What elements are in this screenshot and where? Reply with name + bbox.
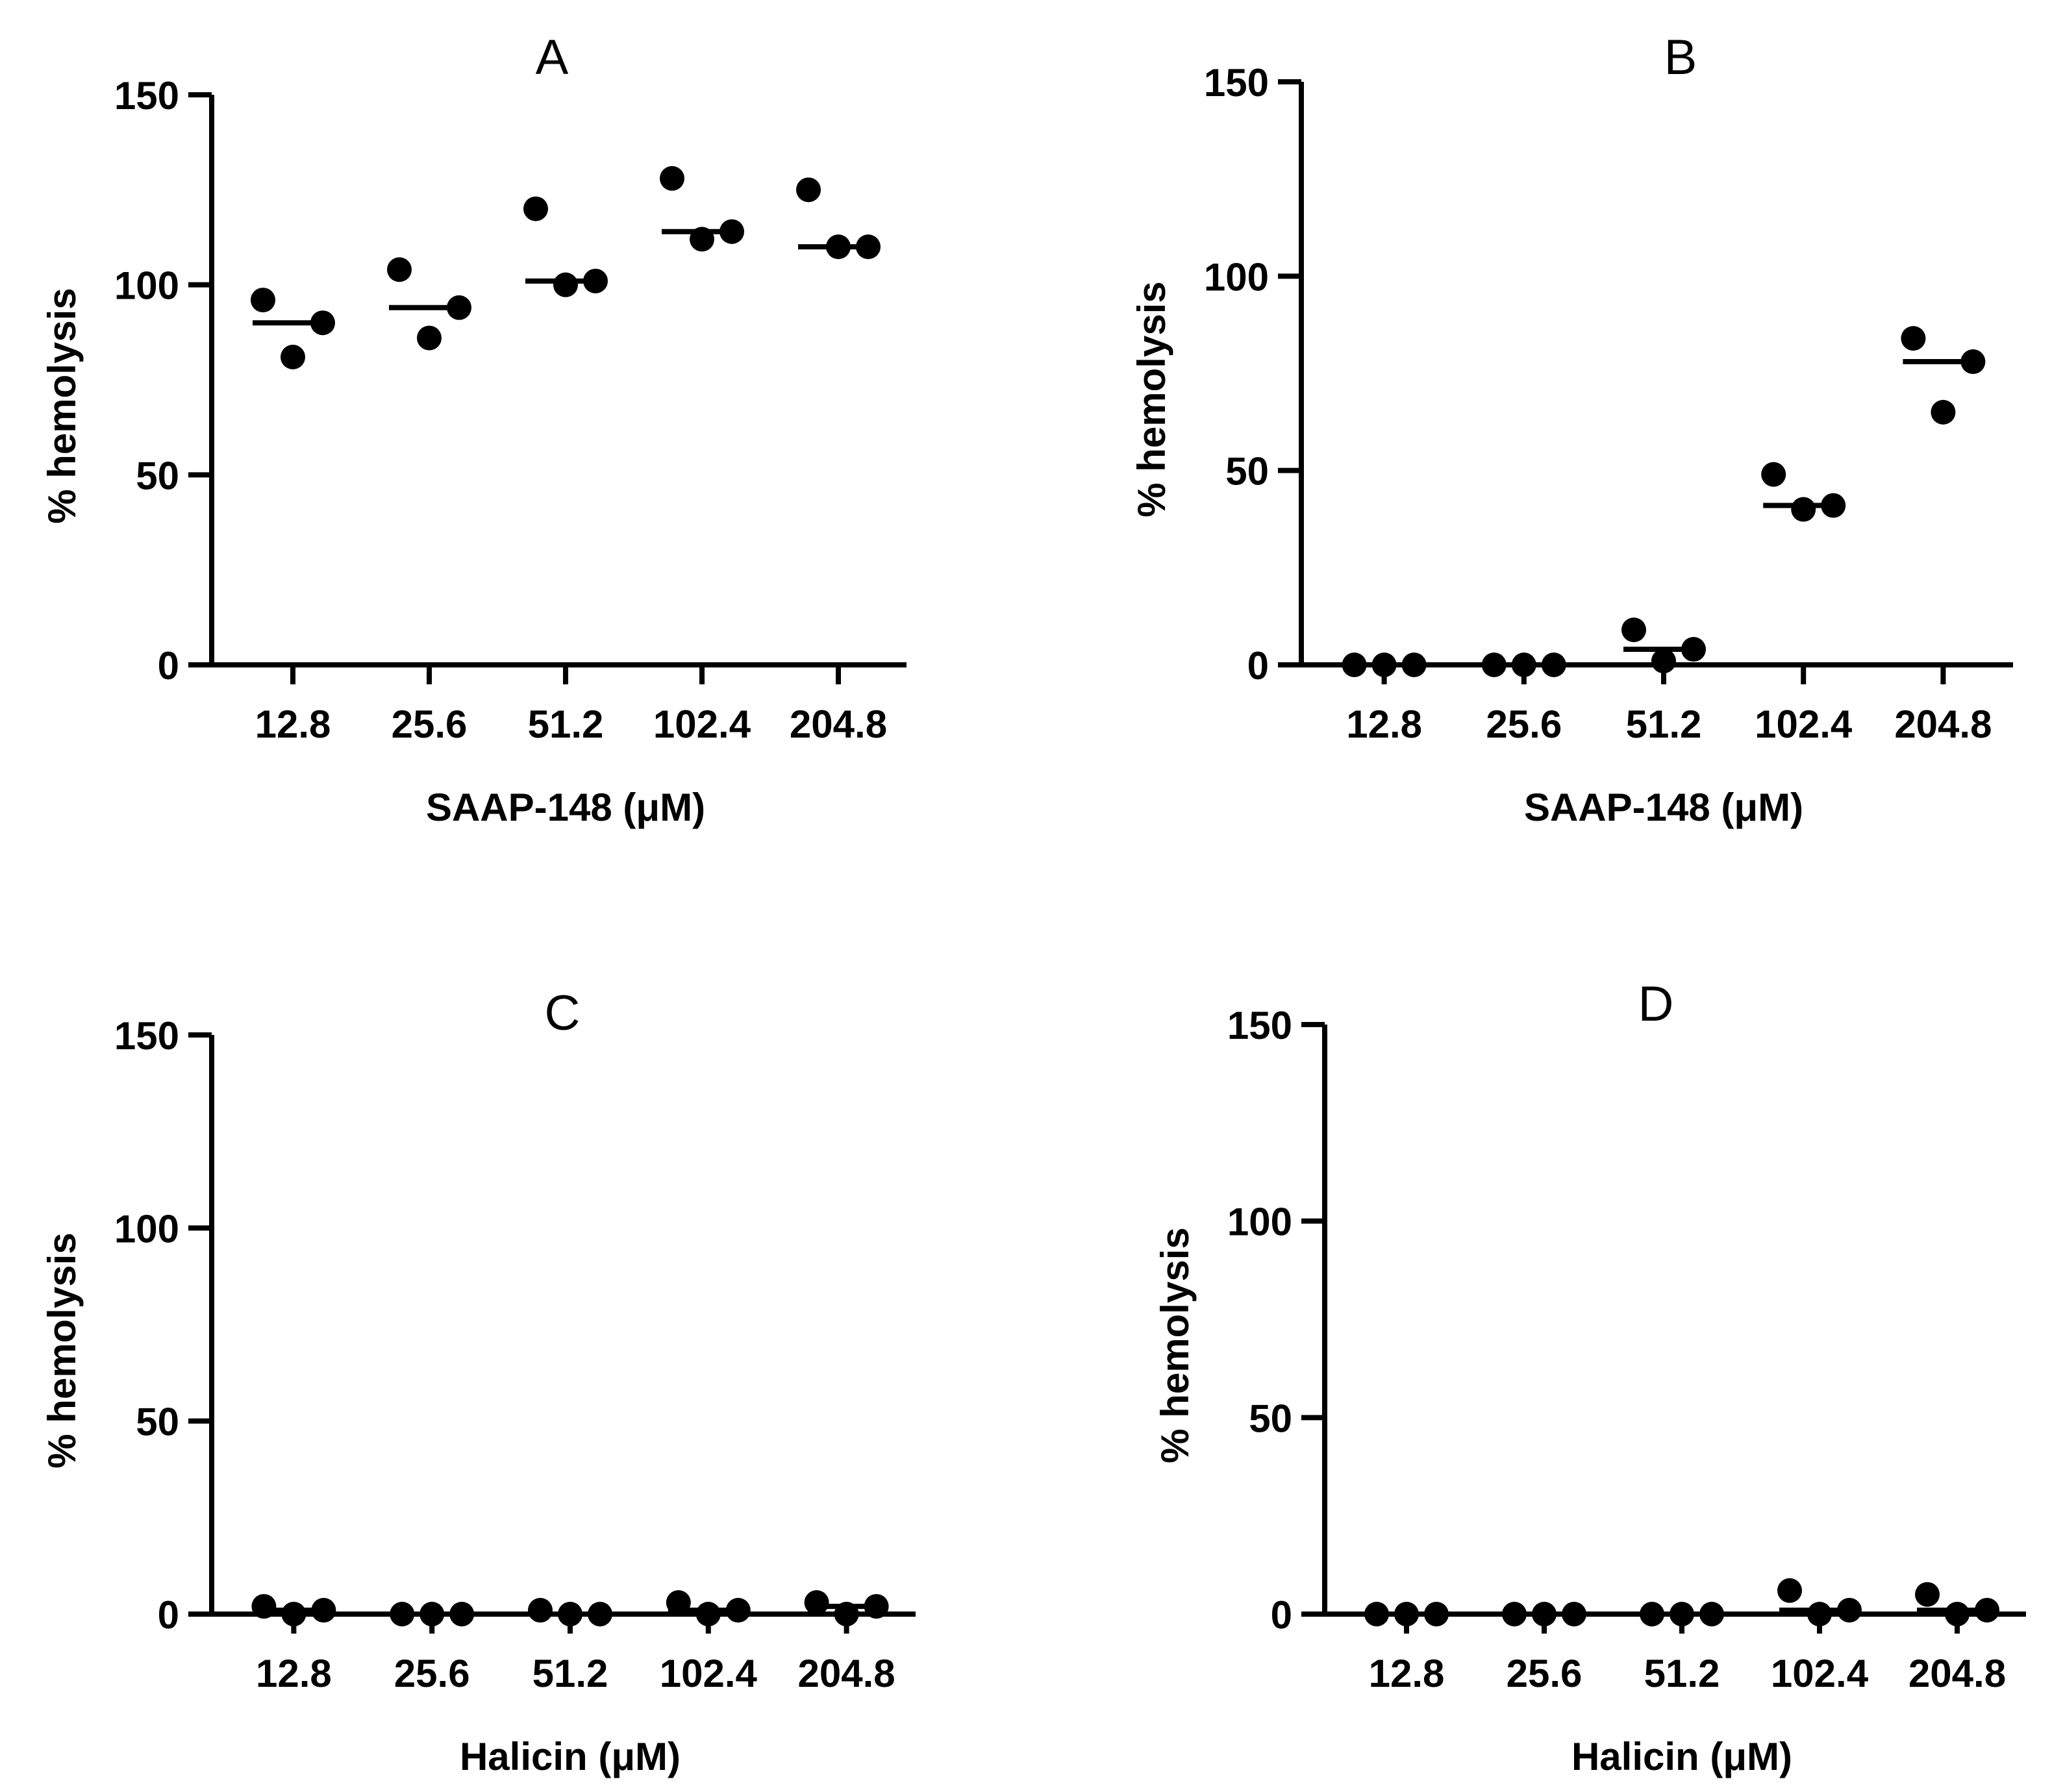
x-tick-label: 204.8 — [790, 703, 887, 746]
data-point — [387, 257, 412, 282]
y-axis-label: % hemolysis — [1153, 1227, 1197, 1463]
x-tick-label: 204.8 — [1908, 1652, 2006, 1695]
x-tick-label: 51.2 — [1626, 703, 1702, 746]
data-point — [695, 1602, 721, 1626]
panel-title: B — [1664, 30, 1697, 85]
x-tick-label: 51.2 — [528, 703, 604, 746]
y-axis-label: % hemolysis — [40, 288, 84, 524]
data-point — [417, 325, 442, 351]
y-tick-label: 50 — [136, 454, 179, 497]
data-point — [251, 1594, 277, 1619]
data-point — [523, 196, 548, 221]
data-point — [1621, 617, 1646, 643]
data-point — [804, 1590, 829, 1615]
y-tick-label: 50 — [1225, 450, 1269, 493]
x-tick-label: 12.8 — [1346, 703, 1422, 746]
x-tick-label: 102.4 — [653, 703, 751, 746]
y-tick-label: 100 — [114, 1207, 179, 1251]
y-tick-label: 150 — [114, 1014, 179, 1058]
x-axis-label: Halicin (μM) — [1571, 1735, 1792, 1778]
panel-d: D 0 50 100 150 % hemolysis 12.8 25.6 51.2 102.4 20… — [1153, 977, 2026, 1778]
x-tick-label: 102.4 — [1771, 1652, 1869, 1695]
y-tick-label: 100 — [1227, 1201, 1292, 1244]
panel-a: A 0 50 100 150 % hemolysis 12.8 25.6 51.2 102.4 20… — [40, 30, 907, 829]
x-tick-label: 51.2 — [532, 1652, 608, 1695]
x-tick-label: 25.6 — [1486, 703, 1562, 746]
data-point — [251, 288, 275, 313]
y-tick-label: 50 — [136, 1400, 179, 1444]
x-tick-label: 25.6 — [392, 703, 468, 746]
y-axis-label: % hemolysis — [1130, 281, 1173, 517]
data-point — [281, 1602, 307, 1626]
panel-title: D — [1638, 977, 1674, 1032]
data-point — [1915, 1582, 1940, 1607]
x-axis-label: SAAP-148 (μM) — [1524, 786, 1803, 829]
y-tick-label: 100 — [114, 264, 179, 308]
data-point — [1777, 1578, 1802, 1603]
y-tick-label: 50 — [1249, 1397, 1292, 1440]
y-tick-label: 150 — [114, 74, 179, 118]
data-point — [1761, 462, 1786, 487]
y-tick-label: 100 — [1204, 255, 1269, 299]
data-point — [1901, 326, 1926, 351]
x-tick-label: 102.4 — [1755, 703, 1853, 746]
data-point — [796, 177, 821, 203]
panel-title: C — [545, 986, 581, 1041]
y-tick-label: 0 — [1271, 1593, 1292, 1637]
y-tick-label: 150 — [1204, 61, 1269, 105]
y-tick-label: 150 — [1227, 1004, 1292, 1047]
data-point — [1651, 649, 1676, 674]
x-tick-label: 12.8 — [1369, 1652, 1445, 1695]
data-point — [1791, 497, 1816, 522]
panel-b: B 0 50 100 150 % hemolysis 12.8 25.6 51.2 102.4 20… — [1130, 30, 2013, 829]
data-point — [528, 1598, 553, 1623]
data-point — [553, 272, 578, 297]
data-point — [281, 344, 305, 369]
data-point — [1931, 399, 1956, 425]
y-tick-label: 0 — [158, 644, 179, 688]
panel-c: C 0 50 100 150 % hemolysis 12.8 25.6 51.2 102.4 20… — [40, 986, 916, 1778]
x-tick-label: 102.4 — [660, 1652, 758, 1695]
y-axis-label: % hemolysis — [40, 1232, 84, 1469]
x-tick-label: 25.6 — [1507, 1652, 1583, 1695]
x-tick-label: 51.2 — [1644, 1652, 1720, 1695]
panel-title: A — [536, 30, 569, 85]
data-point — [1945, 1602, 1970, 1626]
x-tick-label: 204.8 — [798, 1652, 895, 1695]
y-tick-label: 0 — [158, 1593, 179, 1637]
x-axis-label: SAAP-148 (μM) — [426, 786, 705, 829]
x-tick-label: 12.8 — [256, 1652, 332, 1695]
data-point — [660, 166, 684, 191]
x-tick-label: 204.8 — [1894, 703, 1992, 746]
x-axis-label: Halicin (μM) — [460, 1735, 681, 1778]
x-tick-label: 25.6 — [394, 1652, 470, 1695]
y-tick-label: 0 — [1247, 644, 1269, 688]
x-tick-label: 12.8 — [255, 703, 331, 746]
data-point — [1807, 1602, 1832, 1626]
